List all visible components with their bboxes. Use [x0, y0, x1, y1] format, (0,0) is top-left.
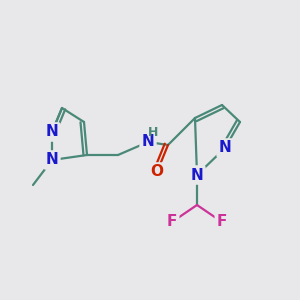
Text: N: N — [190, 167, 203, 182]
Text: N: N — [46, 152, 59, 167]
Text: N: N — [219, 140, 231, 155]
Text: F: F — [167, 214, 177, 230]
Text: N: N — [46, 124, 59, 140]
Text: F: F — [217, 214, 227, 230]
Text: H: H — [148, 125, 158, 139]
Text: O: O — [151, 164, 164, 179]
Text: N: N — [142, 134, 154, 149]
